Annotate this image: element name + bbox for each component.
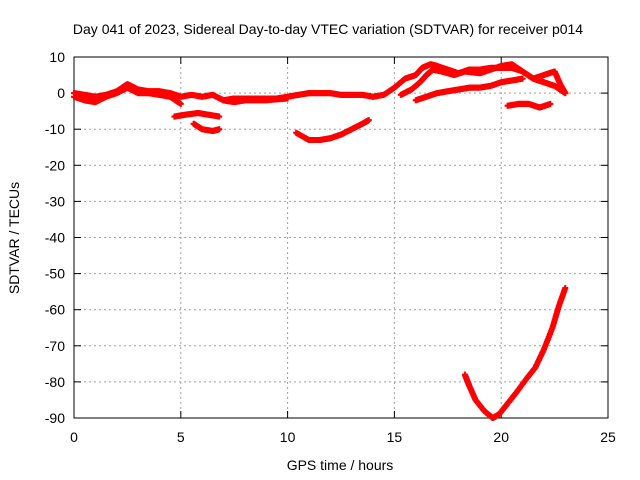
grid-lines: [74, 57, 608, 418]
series-trace-k: [461, 285, 569, 421]
y-tick-label: -10: [45, 121, 65, 137]
x-tick-label: 0: [70, 429, 78, 445]
y-tick-label: 0: [57, 85, 65, 101]
series-trace-i: [412, 75, 526, 104]
y-tick-label: -30: [45, 193, 65, 209]
data-point: [216, 113, 223, 120]
y-tick-labels: 10 0 -10 -20 -30 -40 -50 -60 -70 -80 -90: [45, 49, 65, 426]
data-point: [562, 285, 569, 292]
series-trace-b: [71, 84, 184, 107]
y-tick-label: -60: [45, 302, 65, 318]
x-tick-labels: 0 5 10 15 20 25: [70, 429, 616, 445]
y-tick-label: -90: [45, 410, 65, 426]
x-tick-label: 25: [600, 429, 616, 445]
y-tick-label: -50: [45, 266, 65, 282]
data-point: [519, 75, 526, 82]
data-point: [177, 100, 184, 107]
series-trace-e: [220, 95, 291, 106]
y-axis-label: SDTVAR / TECUs: [6, 182, 22, 294]
axis-ticks: [73, 56, 609, 419]
series-trace-d: [190, 120, 223, 135]
data-point: [284, 95, 291, 102]
chart-title: Day 041 of 2023, Sidereal Day-to-day VTE…: [73, 21, 583, 37]
data-point: [547, 100, 554, 107]
y-tick-label: -80: [45, 374, 65, 390]
series-trace-h: [397, 61, 569, 98]
series-trace-j: [504, 100, 554, 111]
x-axis-label: GPS time / hours: [287, 457, 394, 473]
y-tick-label: -70: [45, 338, 65, 354]
y-tick-label: 10: [49, 49, 65, 65]
y-tick-label: -40: [45, 230, 65, 246]
y-tick-label: -20: [45, 157, 65, 173]
x-tick-label: 20: [493, 429, 509, 445]
data-point: [365, 117, 372, 124]
data-point: [562, 90, 569, 97]
data-marks: [71, 61, 569, 421]
data-point: [216, 126, 223, 133]
x-tick-label: 5: [177, 429, 185, 445]
x-tick-label: 10: [280, 429, 296, 445]
series-trace-f: [293, 117, 372, 144]
x-tick-label: 15: [387, 429, 403, 445]
series-trace-c: [171, 109, 223, 120]
